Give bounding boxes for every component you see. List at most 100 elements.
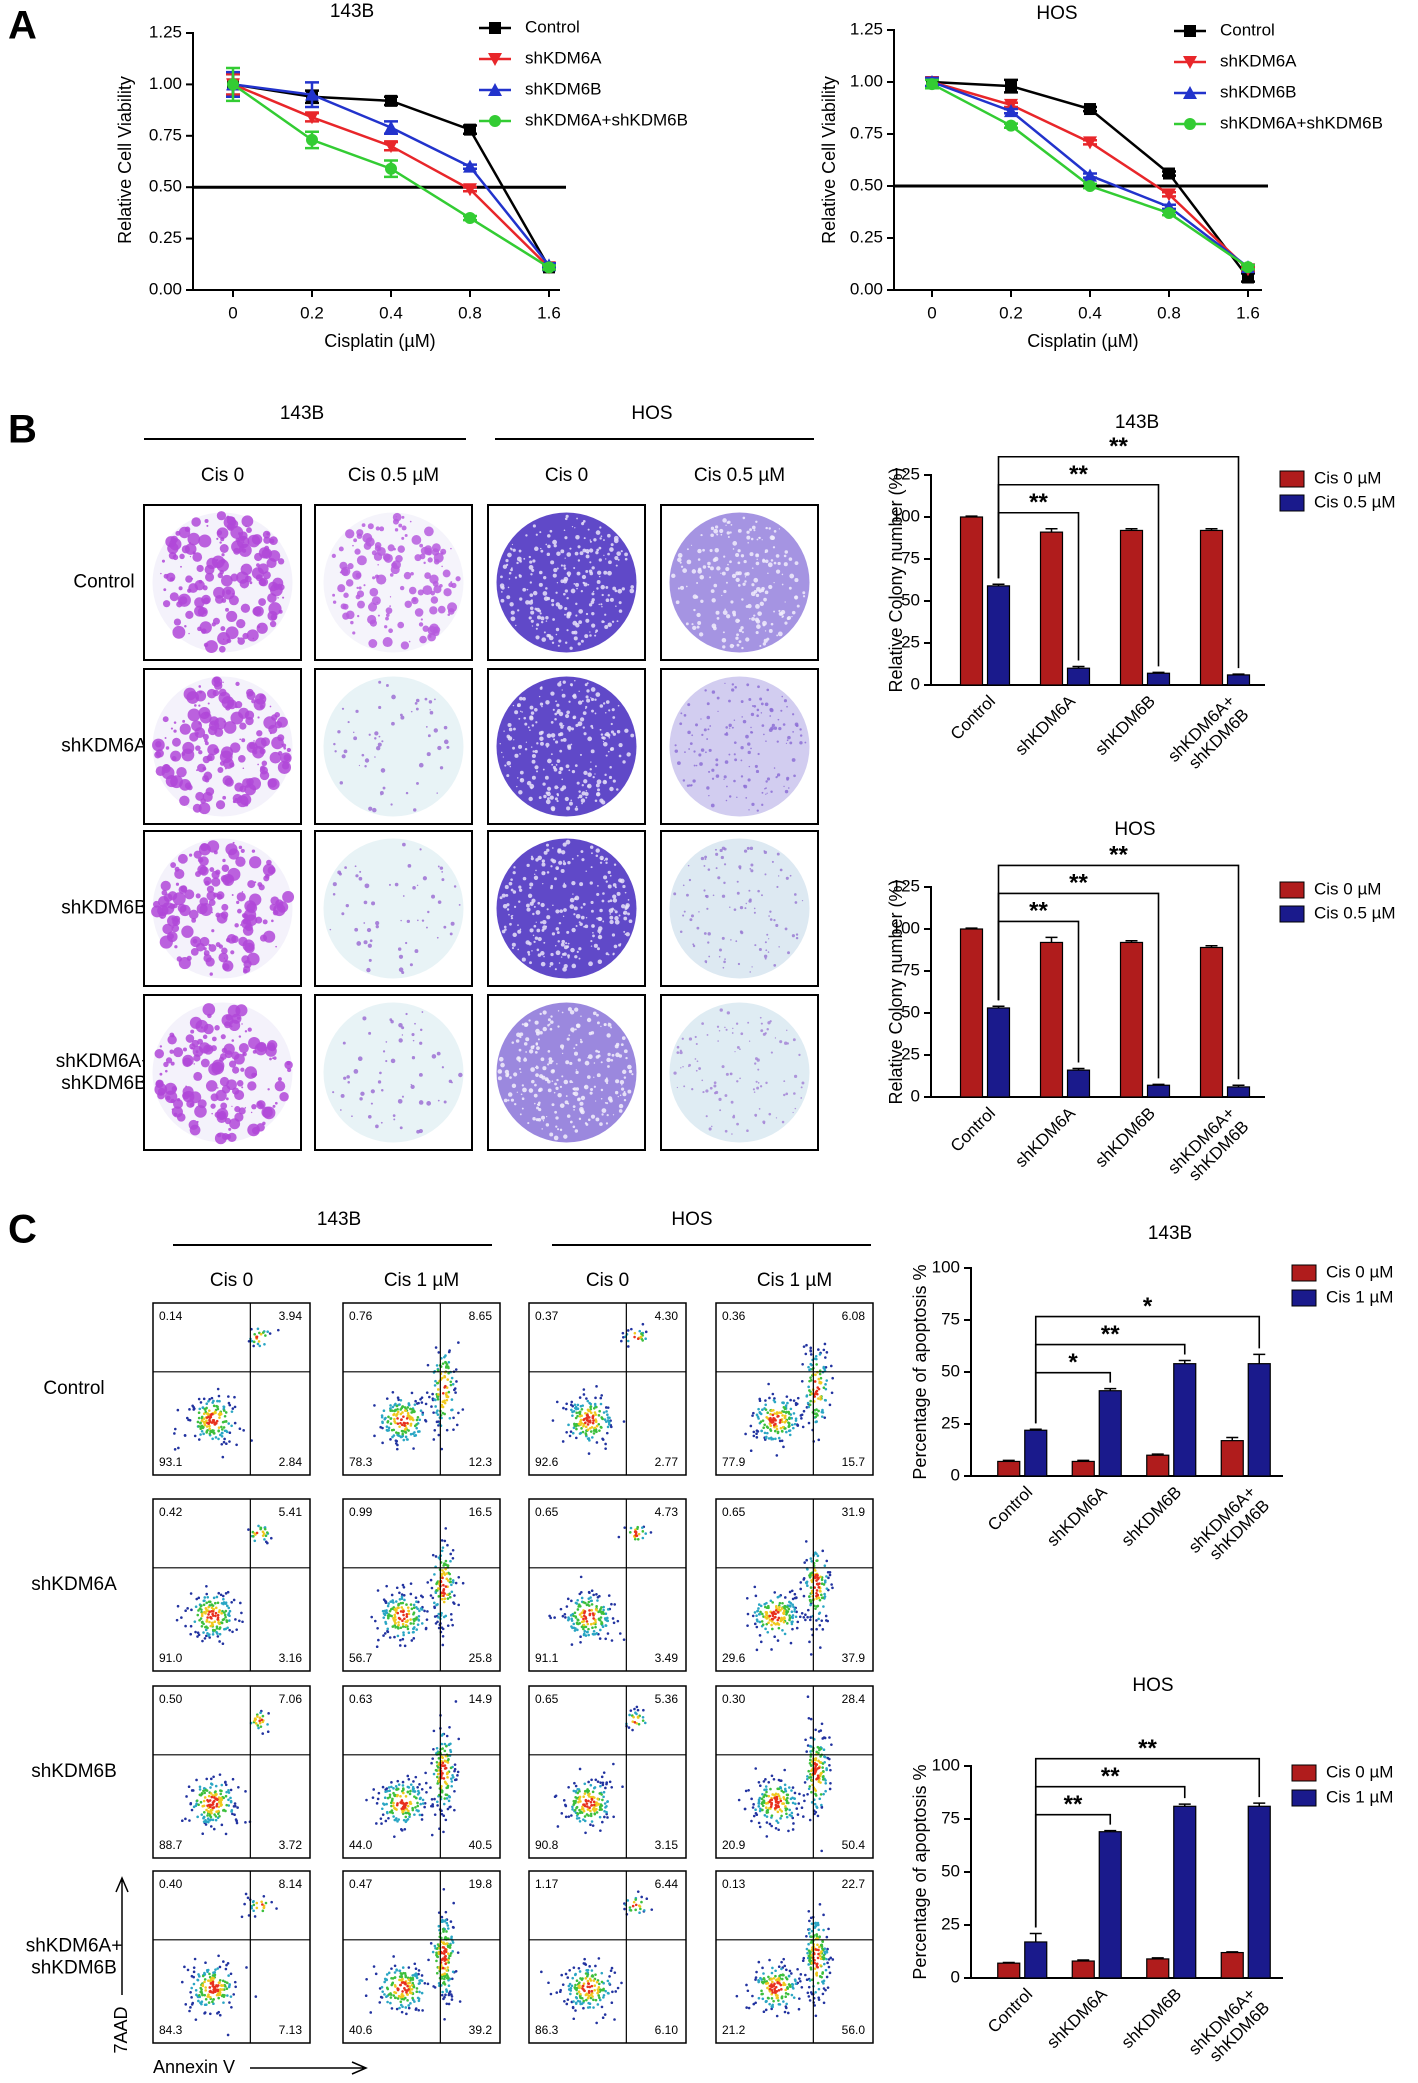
event-dot (399, 1412, 403, 1416)
error-bar (1178, 1803, 1191, 1807)
colony (235, 1004, 248, 1017)
colony (538, 582, 543, 587)
colony (332, 1091, 335, 1094)
colony (702, 548, 705, 552)
event-dot (216, 1405, 219, 1409)
colony (553, 568, 558, 573)
bar (1024, 1941, 1048, 1979)
error-bar (1029, 1932, 1042, 1942)
error-bar (1205, 528, 1218, 531)
colony (278, 609, 283, 614)
event-dot (604, 1406, 608, 1409)
x-tick-label: shKDM6A+shKDM6B (1185, 1483, 1273, 1571)
colony (550, 1020, 554, 1024)
colony (545, 742, 550, 747)
event-dot (572, 1409, 576, 1413)
event-dot (585, 1603, 589, 1607)
colony (550, 806, 556, 811)
event-dot (406, 1414, 410, 1418)
colony (203, 947, 207, 951)
event-dot (222, 1426, 226, 1429)
colony (355, 594, 361, 600)
event-dot (442, 1600, 446, 1604)
event-dot (627, 1345, 630, 1348)
colony (575, 1070, 579, 1075)
event-dot (205, 1402, 209, 1406)
colony (599, 1122, 603, 1126)
colony (178, 586, 183, 591)
event-dot (602, 1608, 605, 1612)
event-dot (817, 1377, 821, 1381)
event-dot (204, 1628, 208, 1632)
colony (563, 1134, 568, 1139)
colony (236, 619, 246, 629)
colony (779, 612, 784, 616)
colony (537, 855, 543, 861)
colony (700, 533, 703, 537)
colony (556, 551, 561, 556)
event-dot (396, 1611, 400, 1615)
event-dot (227, 1606, 231, 1610)
colony (269, 903, 277, 911)
legend-label: Cis 1 µM (1326, 1787, 1393, 1806)
colony (758, 1108, 761, 1110)
colony (679, 722, 683, 726)
event-dot (216, 1601, 220, 1605)
event-dot (787, 1607, 791, 1611)
colony (222, 795, 227, 800)
event-dot (400, 1429, 404, 1433)
colony (526, 588, 529, 591)
colony (624, 557, 628, 561)
event-dot (252, 1340, 256, 1344)
colony (679, 585, 685, 590)
event-dot (434, 1379, 437, 1383)
colony (507, 722, 512, 728)
colony (793, 1074, 798, 1078)
colony (729, 560, 732, 564)
event-dot (766, 1630, 770, 1634)
colony (567, 954, 570, 958)
colony (763, 597, 767, 602)
colony (768, 1112, 772, 1116)
colony (436, 792, 438, 794)
colony (542, 861, 544, 863)
colony (244, 942, 255, 954)
colony (451, 582, 457, 589)
colony (739, 905, 744, 910)
colony (552, 904, 554, 907)
colony (786, 1029, 788, 1032)
event-dot (805, 1558, 808, 1562)
event-dot (194, 1630, 197, 1634)
event-dot (173, 1427, 177, 1431)
event-dot (763, 1431, 767, 1435)
colony (768, 527, 771, 530)
colony (595, 692, 601, 697)
colony (232, 1087, 240, 1095)
y-tick-label: 50 (941, 1361, 960, 1380)
colony (176, 956, 183, 962)
colony (741, 646, 744, 650)
event-dot (807, 1365, 810, 1369)
colony (542, 882, 544, 885)
colony (755, 553, 760, 558)
colony (525, 534, 528, 537)
colony (387, 544, 395, 552)
colony (563, 908, 567, 912)
colony (540, 616, 545, 621)
colony (547, 1079, 551, 1084)
colony (263, 716, 277, 730)
colony (369, 939, 373, 943)
event-dot (793, 1609, 797, 1613)
event-dot (595, 1608, 598, 1612)
colony (416, 1129, 421, 1134)
colony (715, 763, 719, 767)
event-dot (443, 1573, 447, 1576)
colony (614, 919, 620, 925)
event-dot (437, 1393, 440, 1396)
quadrant-value: 15.7 (842, 1455, 866, 1469)
colony (753, 577, 759, 583)
colony (560, 942, 565, 947)
colony (623, 930, 626, 933)
event-dot (755, 1625, 759, 1629)
colony (279, 1092, 289, 1102)
